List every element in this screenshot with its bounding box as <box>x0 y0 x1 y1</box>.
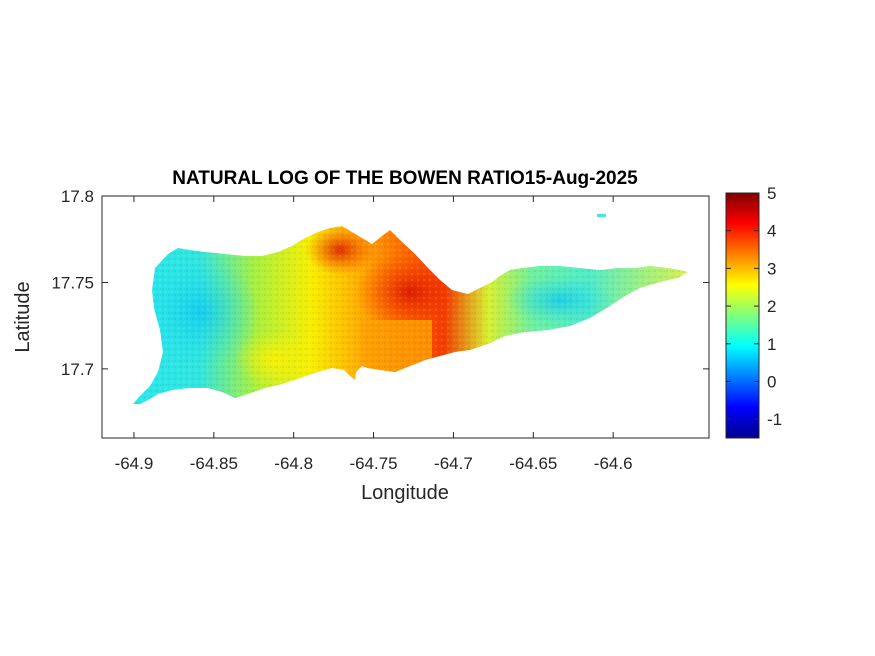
colorbar-tick-label: 0 <box>767 372 776 391</box>
x-axis-label: Longitude <box>361 482 449 504</box>
colorbar-tick-label: 1 <box>767 335 776 354</box>
y-tick-label: 17.8 <box>61 187 94 206</box>
y-axis-ticks: 17.7 17.75 17.8 <box>51 187 709 379</box>
axes-box <box>101 195 710 439</box>
y-tick-label: 17.75 <box>51 273 94 292</box>
colorbar-tick-label: 2 <box>767 297 776 316</box>
colorbar-tick-label: 5 <box>767 184 776 203</box>
x-tick-label: -64.8 <box>274 454 313 473</box>
y-tick-label: 17.7 <box>61 360 94 379</box>
y-axis-label: Latitude <box>12 281 34 352</box>
x-tick-label: -64.85 <box>190 454 238 473</box>
islet-northeast <box>597 214 606 217</box>
x-axis-ticks: -64.9 -64.85 -64.8 -64.75 -64.7 -64.65 -64.6 <box>115 196 633 473</box>
x-tick-label: -64.7 <box>434 454 473 473</box>
colorbar-gradient <box>726 193 759 438</box>
colorbar-ticks: -1 0 1 2 3 4 5 <box>726 184 782 429</box>
x-tick-label: -64.9 <box>115 454 154 473</box>
colorbar-box <box>725 192 760 439</box>
colorbar-tick-label: -1 <box>767 410 782 429</box>
x-tick-label: -64.75 <box>349 454 397 473</box>
map-axes: -64.9 -64.85 -64.8 -64.75 -64.7 -64.65 -64.6 1… <box>51 187 710 473</box>
x-tick-label: -64.6 <box>594 454 633 473</box>
colorbar-tick-label: 3 <box>767 259 776 278</box>
colorbar: -1 0 1 2 3 4 5 <box>725 184 782 439</box>
colorbar-tick-label: 4 <box>767 222 776 241</box>
x-tick-label: -64.65 <box>509 454 557 473</box>
chart-title: NATURAL LOG OF THE BOWEN RATIO15-Aug-202… <box>172 168 638 189</box>
